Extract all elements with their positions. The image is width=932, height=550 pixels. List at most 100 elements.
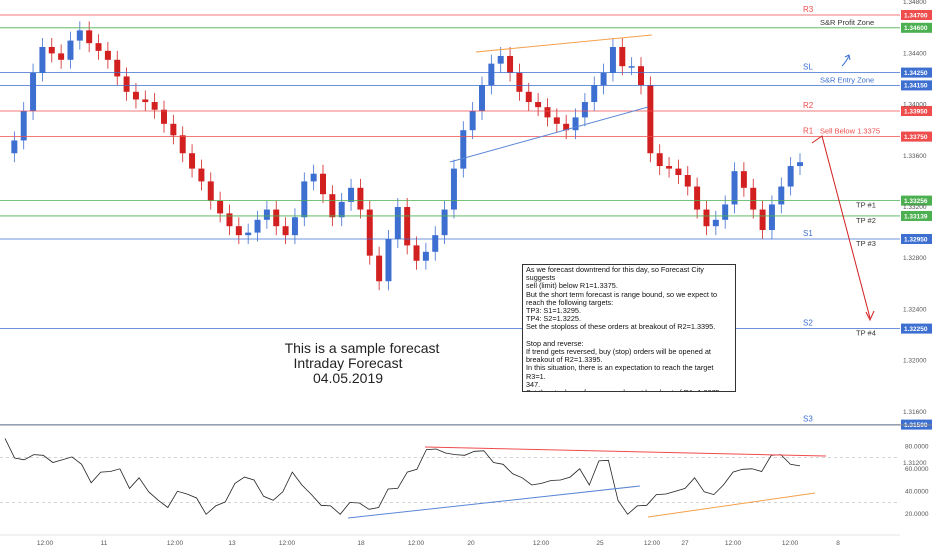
candle-body <box>329 194 336 218</box>
candle-body <box>563 123 570 131</box>
price-tag <box>901 22 932 33</box>
price-tag <box>901 131 932 142</box>
entry-arrow-head <box>844 54 851 61</box>
level-name: R1 <box>803 127 814 136</box>
candle-body <box>787 166 794 187</box>
candle-body <box>151 102 158 110</box>
candle-body <box>235 226 242 236</box>
note-line: reach the following targets: <box>526 297 614 307</box>
level-note: S&R Profit Zone <box>820 18 874 27</box>
rsi-tick-label: 40.0000 <box>905 489 929 496</box>
price-tag <box>901 10 932 20</box>
candle-body <box>58 53 65 60</box>
price-tag <box>901 210 932 221</box>
price-tag-label: 1.33256 <box>904 198 928 205</box>
rsi-tick-label: 80.0000 <box>905 444 929 451</box>
wedge-top-line <box>475 34 653 53</box>
candle-body <box>198 168 205 182</box>
level-name: R2 <box>803 101 814 110</box>
candle-body <box>581 102 588 118</box>
time-tick-label: 25 <box>596 540 604 547</box>
level-note: S&R Entry Zone <box>820 75 874 84</box>
candle-body <box>123 76 130 92</box>
candle-body <box>553 117 560 124</box>
time-tick-label: 18 <box>357 540 365 547</box>
price-tag-label: 1.34600 <box>904 25 928 32</box>
level-note: TP #4 <box>856 329 876 338</box>
candle-body <box>740 171 747 188</box>
candle-body <box>30 72 37 111</box>
sample-title-line3: 04.05.2019 <box>313 370 383 386</box>
candle-body <box>778 186 785 205</box>
candle-body <box>544 107 551 118</box>
note-line: In this situation, there is an expectati… <box>526 363 714 381</box>
candle-body <box>441 209 448 236</box>
level-name: SL <box>803 63 813 72</box>
level-note: TP #2 <box>856 216 876 225</box>
candle-body <box>450 168 457 210</box>
candle-body <box>104 50 111 60</box>
forecast-arrow <box>811 135 871 319</box>
trend-lines <box>449 34 875 322</box>
price-tag <box>901 323 932 334</box>
candle-body <box>348 187 355 202</box>
level-name: S2 <box>803 319 813 328</box>
candle-body <box>179 135 186 154</box>
candle-body <box>76 30 83 41</box>
price-tick-label: 1.32800 <box>903 255 927 262</box>
rsi-wedge-line <box>647 492 816 518</box>
rsi-tick-label: 60.0000 <box>905 466 929 473</box>
time-tick-label: 13 <box>228 540 236 547</box>
candle-body <box>591 85 598 103</box>
candle-body <box>413 245 420 261</box>
candle-body <box>282 226 289 236</box>
time-tick-label: 12:00 <box>279 540 296 547</box>
candle-body <box>263 209 270 220</box>
candle-body <box>731 171 738 205</box>
candle-body <box>600 72 607 86</box>
price-candles <box>11 21 803 291</box>
note-line: Set the stoploss of reverse orders at br… <box>526 388 732 391</box>
candle-body <box>366 209 373 256</box>
candle-body <box>694 186 701 210</box>
note-line: sell (limit) below R1=1.3375. <box>526 281 618 291</box>
note-line: But the short term forecast is range bou… <box>526 289 718 299</box>
price-tag-label: 1.34150 <box>904 83 928 90</box>
entry-arrow <box>841 55 850 67</box>
note-line: TP3: S1=1.3295. <box>526 306 581 316</box>
candle-body <box>310 173 317 182</box>
time-tick-label: 8 <box>836 540 840 547</box>
forecast-note-box: As we forecast downtrend for this day, s… <box>522 264 736 392</box>
time-tick-label: 12:00 <box>167 540 184 547</box>
candle-body <box>207 181 214 201</box>
candle-body <box>357 187 364 210</box>
level-lines: R3 1.34700 S&R Profit Zone 1.34600 SL 1.34250… <box>0 5 932 430</box>
rsi-tick-label: 20.0000 <box>905 511 929 518</box>
candle-body <box>479 85 485 111</box>
candle-body <box>114 59 121 77</box>
rsi-resistance-line <box>424 446 827 457</box>
time-axis: 12:00 11 12:00 13 12:00 18 12:00 20 12:00 25 12:00… <box>37 540 840 547</box>
candle-body <box>516 72 523 92</box>
candle-body <box>656 153 663 167</box>
candle-body <box>245 232 252 236</box>
price-tag-label: 1.33950 <box>904 108 928 115</box>
price-tag <box>901 80 932 91</box>
candle-body <box>161 109 167 124</box>
price-tick-label: 1.31600 <box>903 409 927 416</box>
price-tag <box>901 67 932 78</box>
price-tick-label: 1.34400 <box>903 50 927 57</box>
candle-body <box>666 166 673 169</box>
candle-body <box>750 187 757 210</box>
time-tick-label: 12:00 <box>782 540 799 547</box>
candle-body <box>768 204 775 231</box>
candle-body <box>759 209 766 231</box>
candle-body <box>189 153 196 169</box>
price-tag-label: 1.33750 <box>904 134 928 141</box>
candle-body <box>684 175 691 187</box>
candle-body <box>273 209 280 227</box>
note-line: breakout of R2=1.3395. <box>526 355 603 365</box>
candle-body <box>217 200 224 214</box>
